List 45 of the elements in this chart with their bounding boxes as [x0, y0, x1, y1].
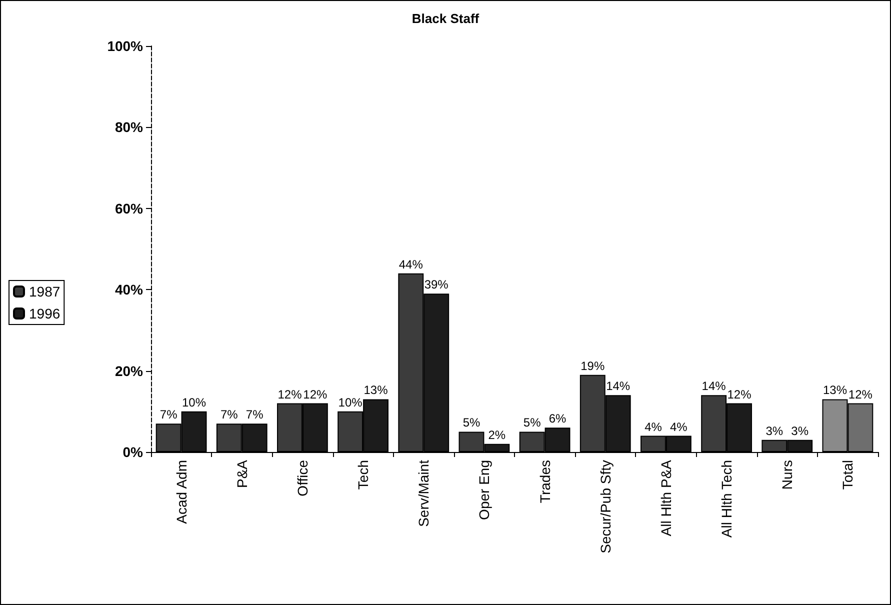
data-label: 44%: [398, 257, 424, 272]
legend-label: 1996: [29, 306, 60, 322]
x-tick-label: Office: [294, 460, 310, 496]
data-label: 12%: [727, 387, 752, 402]
x-tick-label: Secur/Pub Sfty: [597, 460, 614, 554]
x-tick-label: Total: [840, 460, 856, 490]
x-tick-label: Acad Adm: [173, 460, 190, 524]
data-label: 19%: [580, 358, 605, 373]
y-tick-label: 20%: [114, 362, 144, 379]
y-tick-label: 40%: [114, 282, 144, 298]
x-tick-label: Tech: [355, 460, 372, 490]
data-label: 13%: [822, 383, 848, 398]
data-label: 14%: [606, 379, 630, 394]
x-tick-label: Oper Eng: [476, 460, 492, 520]
x-tick-label: All Hlth P&A: [658, 459, 674, 536]
data-label: 5%: [462, 416, 480, 430]
x-tick-label: Trades: [536, 460, 553, 504]
data-label: 5%: [523, 416, 542, 430]
y-tick-label: 0%: [122, 444, 144, 460]
data-label: 39%: [424, 278, 449, 292]
data-label: 12%: [848, 387, 873, 402]
data-label: 7%: [160, 408, 178, 422]
data-label: 7%: [246, 408, 264, 422]
data-label: 6%: [548, 412, 567, 426]
chart-title: Black Staff: [412, 11, 480, 26]
data-label: 10%: [182, 395, 206, 410]
y-tick-label: 100%: [107, 38, 144, 54]
data-label: 13%: [364, 383, 388, 398]
x-tick-label: All Hlth Tech: [718, 460, 735, 538]
data-label: 10%: [338, 395, 363, 410]
data-label: 7%: [220, 408, 238, 422]
data-label: 3%: [791, 424, 809, 438]
data-label: 14%: [702, 379, 726, 394]
x-tick-label: Serv/Maint: [416, 460, 432, 527]
y-tick-label: 80%: [114, 119, 144, 136]
x-tick-label: Nurs: [779, 460, 796, 490]
data-label: 12%: [278, 387, 302, 402]
data-label: 12%: [303, 387, 328, 402]
data-label: 4%: [670, 420, 688, 434]
x-tick-label: P&A: [234, 459, 250, 488]
data-label: 2%: [488, 428, 506, 442]
y-tick-label: 60%: [114, 200, 144, 216]
legend-label: 1987: [29, 284, 60, 300]
data-label: 3%: [766, 424, 784, 438]
data-label: 4%: [644, 420, 662, 434]
